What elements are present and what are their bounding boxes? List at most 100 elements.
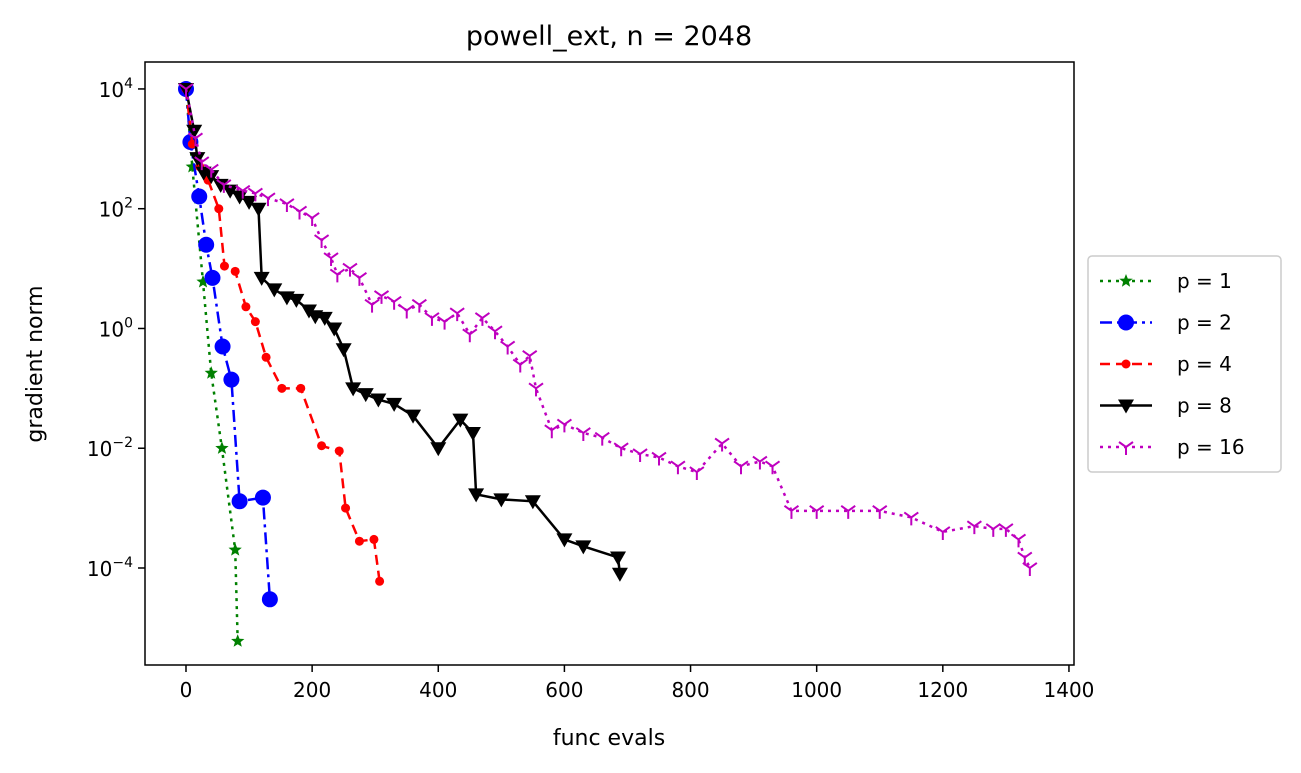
legend-swatch-marker — [1119, 274, 1133, 287]
data-point — [430, 442, 447, 457]
data-point — [261, 352, 271, 362]
data-point — [611, 567, 628, 582]
data-point — [449, 307, 465, 322]
data-point — [204, 366, 218, 379]
data-point — [304, 212, 320, 226]
data-point — [194, 156, 210, 171]
data-point — [575, 540, 592, 555]
data-point — [373, 290, 390, 304]
data-point — [185, 159, 199, 173]
data-point — [279, 198, 295, 212]
data-point — [241, 302, 251, 312]
data-point — [375, 576, 385, 586]
legend-label: p = 4 — [1177, 352, 1232, 376]
data-point — [266, 283, 283, 298]
data-point — [326, 322, 343, 337]
data-point — [524, 495, 541, 510]
series-line — [184, 88, 381, 582]
x-tick-label: 800 — [671, 678, 709, 702]
data-point — [203, 163, 219, 178]
data-point — [214, 204, 224, 214]
data-point — [231, 634, 245, 647]
data-point — [342, 262, 358, 277]
data-point — [215, 441, 229, 454]
legend-swatch-marker — [1118, 399, 1134, 414]
legend-label: p = 8 — [1177, 394, 1232, 418]
data-point — [733, 460, 749, 475]
data-point — [544, 424, 560, 439]
data-point — [231, 493, 248, 510]
data-point — [556, 533, 573, 548]
data-point — [178, 83, 194, 97]
series-5 — [178, 83, 1038, 576]
data-point — [487, 325, 503, 340]
series-layer — [177, 80, 1038, 647]
data-point — [196, 274, 210, 288]
data-point — [212, 178, 229, 193]
data-point — [998, 523, 1014, 537]
data-point — [714, 437, 730, 452]
data-point — [399, 304, 415, 319]
data-point — [219, 261, 229, 271]
data-point — [254, 489, 271, 506]
data-point — [436, 315, 453, 330]
data-point — [216, 179, 232, 193]
data-point — [235, 184, 251, 199]
legend-swatch-marker — [1118, 441, 1134, 455]
data-point — [351, 272, 368, 286]
data-point — [277, 383, 287, 393]
x-tick-label: 400 — [419, 678, 457, 702]
series-4 — [177, 82, 628, 582]
data-point — [610, 551, 627, 566]
legend-swatch-marker — [1118, 314, 1134, 331]
data-point — [424, 312, 440, 326]
data-point — [369, 534, 379, 544]
y-tick-label: 10−2 — [87, 435, 133, 461]
data-point — [1022, 562, 1038, 576]
data-point — [903, 511, 919, 526]
data-point — [809, 505, 825, 519]
data-point — [291, 205, 308, 220]
data-point — [296, 383, 306, 393]
data-point — [253, 271, 270, 286]
data-point — [872, 505, 888, 519]
y-axis-label: gradient norm — [23, 285, 48, 442]
data-point — [783, 505, 800, 519]
y-tick-label: 100 — [99, 315, 133, 341]
data-point — [493, 493, 510, 508]
x-tick-label: 600 — [545, 678, 583, 702]
data-point — [575, 427, 591, 441]
data-point — [512, 358, 528, 373]
data-point — [752, 455, 768, 470]
legend-entry: p = 2 — [1100, 311, 1232, 335]
x-tick-label: 1000 — [791, 678, 842, 702]
data-point — [386, 295, 402, 310]
data-point — [474, 312, 490, 326]
y-tick-label: 102 — [99, 196, 133, 222]
data-point — [241, 195, 258, 210]
x-tick-label: 200 — [293, 678, 331, 702]
data-point — [522, 349, 538, 364]
chart-title: powell_ext, n = 2048 — [466, 21, 752, 52]
data-point — [261, 591, 278, 608]
data-point — [222, 184, 239, 199]
data-point — [191, 188, 208, 205]
x-tick-label: 1200 — [917, 678, 968, 702]
data-point — [411, 298, 427, 313]
legend: p = 1 p = 2 p = 4 p = 8 p = 16 — [1087, 255, 1282, 473]
data-point — [354, 536, 364, 546]
data-point — [935, 526, 951, 540]
data-point — [464, 426, 481, 441]
data-point — [260, 192, 276, 207]
data-point — [228, 543, 242, 556]
data-point — [556, 418, 572, 433]
data-point — [316, 311, 333, 326]
data-point — [462, 328, 478, 343]
x-tick-label: 1400 — [1044, 678, 1095, 702]
data-point — [386, 397, 403, 412]
data-point — [345, 382, 362, 397]
data-point — [651, 451, 667, 466]
data-point — [632, 448, 648, 463]
data-point — [214, 338, 231, 355]
